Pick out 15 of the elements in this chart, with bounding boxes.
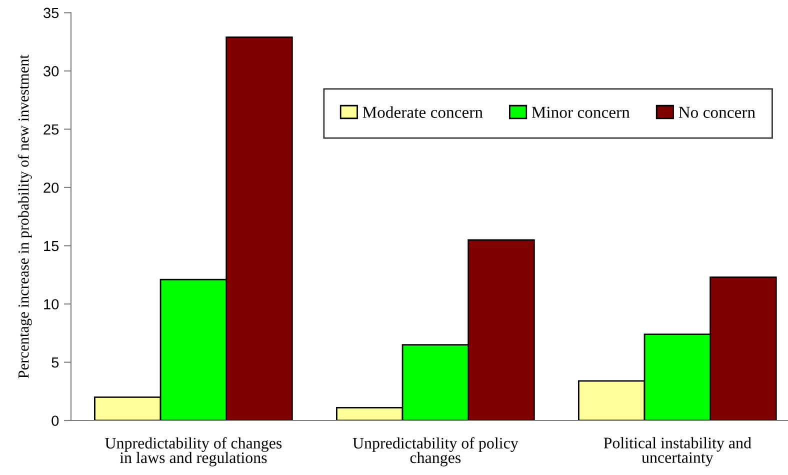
legend-label: No concern [678,106,756,118]
y-tick-label: 30 [44,66,59,76]
y-tick-label: 5 [52,357,59,368]
y-tick-label: 15 [44,240,59,252]
x-tick-label: Unpredictability of policy changes [352,437,518,466]
x-tick-label: Political instability and uncertainty [604,437,752,466]
legend-label: Moderate concern [362,106,483,118]
y-tick-label: 25 [44,124,59,135]
y-tick-label: 0 [52,416,59,426]
legend-label: Minor concern [532,106,630,118]
y-axis-title: Percentage increase in probability of new investment [18,54,32,378]
y-tick-label: 10 [44,299,59,310]
x-tick-label: Unpredictability of changes in laws and regulations [105,437,282,466]
y-tick-label: 35 [44,8,59,18]
y-tick-label: 20 [44,182,59,193]
